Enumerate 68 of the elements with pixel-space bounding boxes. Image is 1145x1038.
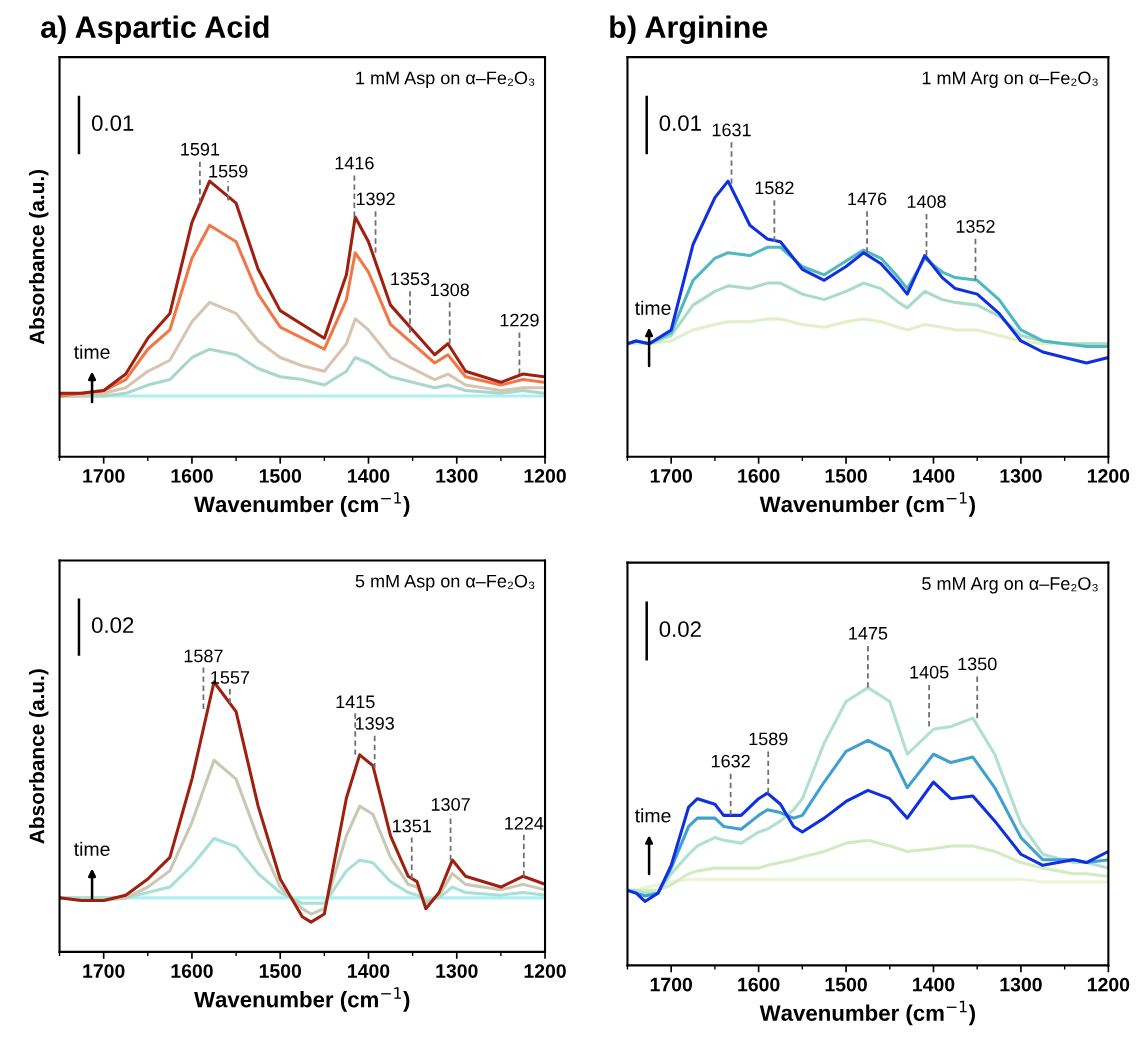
- text: 5 mM Arg on α–Fe₂O₃: [922, 577, 1098, 594]
- x-tick-label: 1700: [83, 964, 125, 978]
- x-tick-label: 1400: [348, 964, 390, 978]
- annotation: 1351: [393, 819, 431, 833]
- x-tick-label: 1600: [171, 469, 213, 483]
- x-axis-title: Wavenumber (cm$^{−1}$): [759, 492, 975, 517]
- x-tick-label: 1500: [825, 977, 867, 992]
- x-axis-title: Wavenumber (cm$^{−1}$): [194, 492, 410, 517]
- x-tick-label: 1200: [524, 964, 566, 978]
- text: 0.01: [659, 115, 701, 131]
- annotation: 1307: [431, 798, 470, 811]
- x-tick-label: 1300: [1000, 469, 1042, 483]
- x-tick-label: 1700: [650, 469, 693, 483]
- text: 0.02: [659, 621, 701, 638]
- x-tick-label: 1200: [524, 469, 566, 483]
- annotation: 1559: [209, 164, 248, 178]
- y-axis-title: Absorbance (a.u.): [29, 669, 49, 844]
- annotation: 1591: [181, 142, 220, 156]
- annotation: 1229: [500, 313, 539, 327]
- annotation: 1587: [184, 649, 223, 663]
- annotation: time: [74, 841, 110, 857]
- x-tick-label: 1600: [738, 977, 780, 992]
- annotation: 1353: [391, 272, 430, 286]
- x-tick-label: 1500: [259, 469, 302, 483]
- x-tick-label: 1200: [1087, 469, 1130, 483]
- chart-title: b) Arginine: [610, 15, 768, 45]
- text: 1 mM Arg on α–Fe₂O₃: [922, 71, 1098, 88]
- x-tick-label: 1300: [436, 469, 478, 483]
- x-tick-label: 1600: [738, 469, 780, 483]
- annotation: 1476: [848, 192, 887, 206]
- chart-title: a) Aspartic Acid: [41, 15, 269, 44]
- x-tick-label: 1400: [913, 469, 955, 483]
- annotation: 1631: [712, 123, 751, 137]
- x-tick-label: 1700: [83, 469, 125, 483]
- annotation: time: [634, 300, 671, 315]
- x-tick-label: 1500: [825, 469, 867, 483]
- annotation: 1408: [907, 195, 946, 208]
- annotation: 1632: [711, 754, 750, 768]
- y-axis-title: Absorbance (a.u.): [29, 169, 49, 345]
- text: 5 mM Asp on α–Fe₂O₃: [355, 574, 535, 592]
- annotation: 1475: [849, 627, 888, 640]
- x-axis-title: Wavenumber (cm$^{−1}$): [759, 1000, 975, 1026]
- annotation: 1582: [755, 181, 794, 195]
- x-tick-label: 1400: [348, 469, 390, 483]
- annotation: 1415: [336, 695, 375, 709]
- annotation: 1589: [749, 732, 788, 746]
- annotation: 1224: [505, 816, 544, 830]
- annotation: 1416: [335, 156, 374, 170]
- annotation: 1393: [355, 716, 394, 730]
- text: 1 mM Asp on α–Fe₂O₃: [356, 71, 535, 88]
- annotation: 1405: [910, 665, 949, 679]
- annotation: 1350: [958, 657, 997, 671]
- text: 0.01: [91, 115, 134, 131]
- x-tick-label: 1300: [436, 964, 478, 978]
- annotation: 1557: [211, 671, 250, 684]
- annotation: 1352: [956, 220, 995, 233]
- annotation: 1308: [430, 283, 469, 297]
- annotation: time: [634, 808, 671, 823]
- x-tick-label: 1400: [913, 977, 955, 992]
- x-tick-label: 1600: [171, 964, 213, 978]
- annotation: 1392: [356, 192, 395, 206]
- annotation: time: [74, 344, 110, 359]
- x-tick-label: 1200: [1087, 977, 1130, 992]
- text: 0.02: [91, 617, 134, 634]
- x-axis-title: Wavenumber (cm$^{−1}$): [194, 987, 410, 1012]
- x-tick-label: 1700: [650, 977, 693, 992]
- x-tick-label: 1300: [1000, 977, 1042, 992]
- x-tick-label: 1500: [259, 964, 302, 978]
